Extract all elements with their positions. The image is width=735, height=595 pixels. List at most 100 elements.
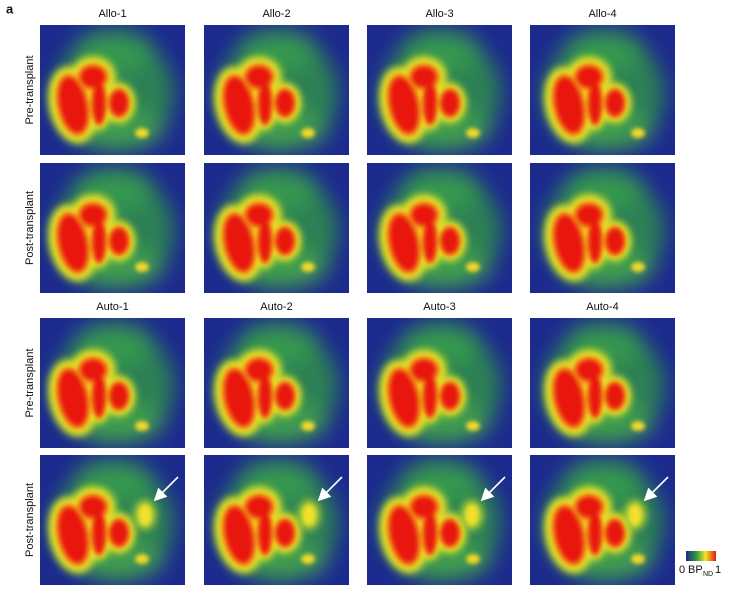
caudate-tail (93, 220, 105, 262)
row-label: Pre-transplant (24, 55, 36, 124)
hot-spot (631, 262, 645, 272)
caudate (412, 497, 436, 517)
colorbar-subscript: ND (703, 571, 713, 578)
striatum (59, 360, 128, 426)
nucleus (441, 520, 459, 546)
pet-image (367, 163, 512, 293)
putamen (555, 507, 583, 563)
caudate (577, 497, 601, 517)
striatum (555, 360, 624, 426)
arrow (317, 476, 343, 502)
caudate-tail (93, 375, 105, 417)
putamen (225, 370, 253, 426)
hot-spot (466, 262, 480, 272)
caudate (412, 360, 436, 380)
striatum (390, 360, 459, 426)
caudate (412, 205, 436, 225)
caudate (81, 497, 105, 517)
column-title: Auto-4 (586, 301, 618, 313)
colorbar: 0 BP ND 1 (679, 551, 721, 578)
caudate-tail (424, 375, 436, 417)
putamen (225, 215, 253, 271)
nucleus (276, 90, 294, 116)
nucleus (606, 228, 624, 254)
caudate (81, 205, 105, 225)
row-label: Pre-transplant (24, 348, 36, 417)
pet-image (530, 318, 675, 448)
nucleus (606, 520, 624, 546)
caudate-tail (589, 375, 601, 417)
caudate-tail (93, 512, 105, 554)
graft (466, 505, 478, 525)
putamen (390, 370, 418, 426)
striatum (390, 497, 459, 563)
row-label: Post-transplant (24, 483, 36, 557)
nucleus (606, 383, 624, 409)
putamen (390, 215, 418, 271)
caudate-tail (424, 220, 436, 262)
pet-image (204, 163, 349, 293)
striatum (390, 205, 459, 271)
pet-image (40, 163, 185, 293)
pet-image (367, 25, 512, 155)
caudate (247, 360, 271, 380)
nucleus (606, 90, 624, 116)
colorbar-max: 1 (715, 564, 721, 576)
putamen (390, 77, 418, 133)
caudate (577, 205, 601, 225)
hot-spot (631, 554, 645, 564)
pet-image (204, 455, 349, 585)
putamen (390, 507, 418, 563)
column-title: Auto-1 (96, 301, 128, 313)
colorbar-gradient (686, 551, 716, 561)
putamen (225, 77, 253, 133)
pet-image (530, 455, 675, 585)
striatum (59, 67, 128, 133)
column-title: Auto-2 (260, 301, 292, 313)
nucleus (110, 90, 128, 116)
striatum (225, 360, 294, 426)
putamen (59, 77, 87, 133)
putamen (225, 507, 253, 563)
caudate-tail (589, 512, 601, 554)
nucleus (441, 228, 459, 254)
hot-spot (301, 554, 315, 564)
hot-spot (466, 421, 480, 431)
arrow (153, 476, 179, 502)
colorbar-label: BP (688, 564, 703, 576)
striatum (555, 497, 624, 563)
arrow (643, 476, 669, 502)
column-title: Allo-2 (262, 8, 290, 20)
putamen (59, 370, 87, 426)
caudate (247, 497, 271, 517)
pet-image (367, 318, 512, 448)
hot-spot (301, 128, 315, 138)
arrow (480, 476, 506, 502)
pet-image (530, 163, 675, 293)
striatum (225, 497, 294, 563)
hot-spot (301, 421, 315, 431)
striatum (555, 67, 624, 133)
nucleus (441, 383, 459, 409)
striatum (390, 67, 459, 133)
caudate (247, 67, 271, 87)
caudate (81, 67, 105, 87)
putamen (555, 370, 583, 426)
graft (139, 505, 151, 525)
hot-spot (631, 128, 645, 138)
hot-spot (631, 421, 645, 431)
hot-spot (135, 421, 149, 431)
nucleus (110, 228, 128, 254)
hot-spot (135, 554, 149, 564)
caudate (577, 67, 601, 87)
putamen (555, 77, 583, 133)
caudate-tail (259, 220, 271, 262)
caudate-tail (93, 82, 105, 124)
nucleus (276, 383, 294, 409)
hot-spot (135, 128, 149, 138)
pet-image (40, 25, 185, 155)
nucleus (110, 520, 128, 546)
column-title: Allo-1 (98, 8, 126, 20)
striatum (59, 497, 128, 563)
